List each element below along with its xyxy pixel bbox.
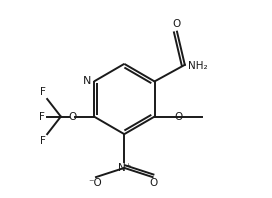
Text: F: F — [40, 88, 46, 97]
Text: O: O — [173, 19, 181, 29]
Text: O: O — [149, 178, 158, 188]
Text: NH₂: NH₂ — [188, 61, 207, 71]
Text: ⁻O: ⁻O — [88, 178, 102, 188]
Text: O: O — [69, 111, 77, 122]
Text: N⁺: N⁺ — [118, 163, 131, 173]
Text: F: F — [39, 111, 45, 122]
Text: N: N — [83, 76, 92, 87]
Text: F: F — [40, 136, 46, 146]
Text: O: O — [175, 111, 183, 122]
